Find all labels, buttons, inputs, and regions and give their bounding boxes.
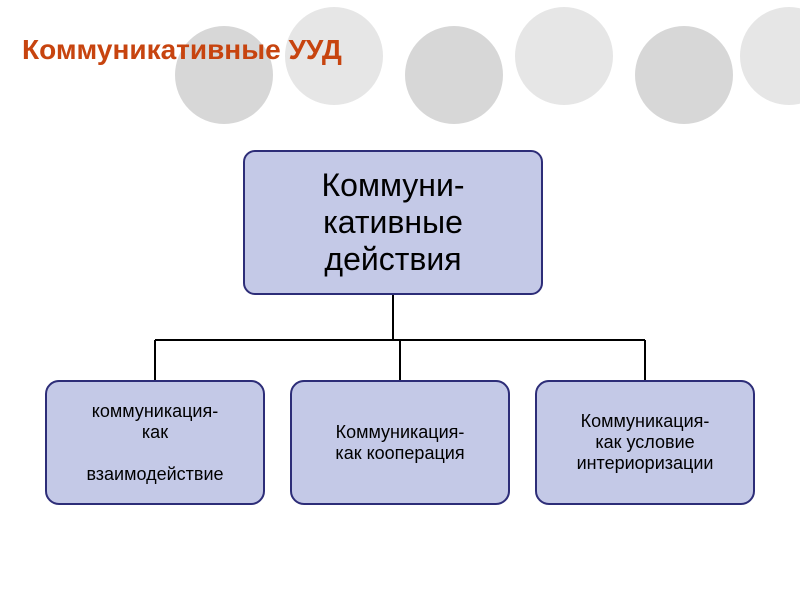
node-label: Коммуникация-как кооперация — [335, 422, 464, 464]
node-label: Коммуникация-как условиеинтериоризации — [577, 411, 714, 474]
node-label: коммуникация-как взаимодействие — [86, 401, 223, 485]
slide-title: Коммуникативные УУД — [22, 34, 342, 66]
root-node: Коммуни-кативные действия — [243, 150, 543, 295]
child-node-0: коммуникация-как взаимодействие — [45, 380, 265, 505]
node-label: Коммуни-кативные действия — [322, 167, 465, 278]
child-node-1: Коммуникация-как кооперация — [290, 380, 510, 505]
child-node-2: Коммуникация-как условиеинтериоризации — [535, 380, 755, 505]
connector-lines — [0, 0, 800, 600]
